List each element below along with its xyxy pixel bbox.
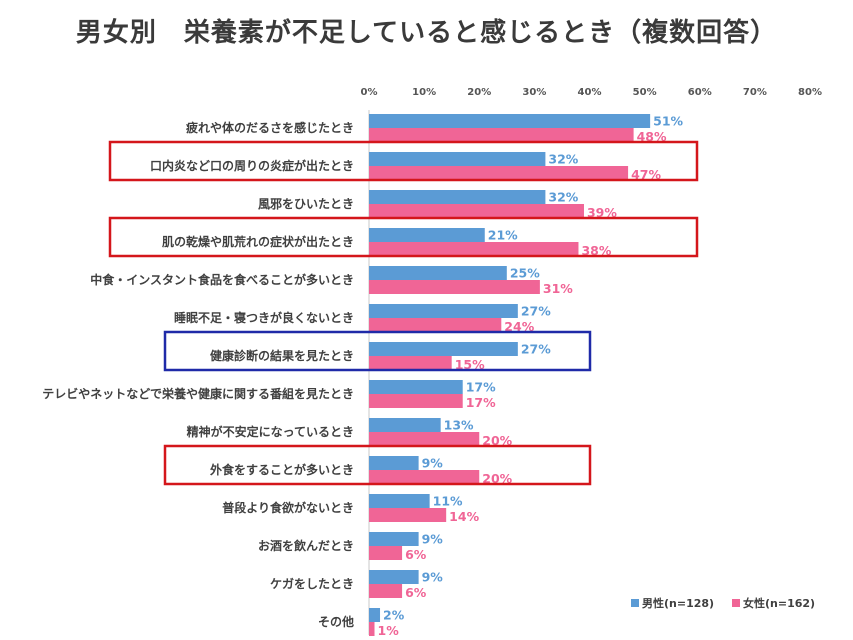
data-label-male: 11% <box>433 494 463 509</box>
data-label-female: 39% <box>587 205 617 220</box>
data-label-male: 51% <box>653 114 683 129</box>
bar-male <box>369 266 507 280</box>
data-label-male: 32% <box>548 152 578 167</box>
data-label-female: 14% <box>449 509 479 524</box>
highlight-box-red <box>163 444 592 486</box>
category-label: 疲れや体のだるさを感じたとき <box>186 120 354 135</box>
bar-female <box>369 546 403 560</box>
bar-female <box>369 470 480 484</box>
data-label-male: 27% <box>521 342 551 357</box>
data-label-male: 21% <box>488 228 518 243</box>
bar-female <box>369 622 375 636</box>
category-label: 睡眠不足・寝つきが良くないとき <box>174 310 354 325</box>
data-label-female: 15% <box>455 357 485 372</box>
x-tick-label: 10% <box>412 87 436 98</box>
data-label-female: 6% <box>405 547 427 562</box>
category-label: テレビやネットなどで栄養や健康に関する番組を見たとき <box>42 386 354 401</box>
data-label-male: 9% <box>422 456 444 471</box>
highlight-box-blue <box>163 330 592 372</box>
bar-female <box>369 432 480 446</box>
x-tick-label: 40% <box>578 87 602 98</box>
category-label: 精神が不安定になっているとき <box>187 424 354 439</box>
data-label-male: 2% <box>383 608 405 623</box>
bar-female <box>369 318 502 332</box>
data-label-male: 25% <box>510 266 540 281</box>
x-tick-label: 70% <box>743 87 767 98</box>
bar-female <box>369 204 584 218</box>
data-label-female: 31% <box>543 281 573 296</box>
category-label: その他 <box>318 614 354 629</box>
data-label-female: 17% <box>466 395 496 410</box>
bar-male <box>369 114 651 128</box>
bar-male <box>369 456 419 470</box>
bar-male <box>369 608 381 622</box>
bar-female <box>369 280 540 294</box>
legend-label-male: 男性(n=128) <box>642 596 714 610</box>
data-label-male: 9% <box>422 570 444 585</box>
bar-male <box>369 380 463 394</box>
chart-title: 男女別 栄養素が不足していると感じるとき（複数回答） <box>75 18 778 48</box>
data-label-male: 13% <box>444 418 474 433</box>
category-label: 口内炎など口の周りの炎症が出たとき <box>150 158 354 173</box>
category-label: 中食・インスタント食品を食べることが多いとき <box>90 272 354 287</box>
data-label-female: 47% <box>631 167 661 182</box>
bar-male <box>369 228 485 242</box>
data-label-female: 38% <box>581 243 611 258</box>
legend-swatch-female <box>732 599 740 607</box>
category-label: ケガをしたとき <box>270 576 354 591</box>
category-label: お酒を飲んだとき <box>258 538 354 553</box>
data-label-female: 20% <box>482 433 512 448</box>
category-label: 健康診断の結果を見たとき <box>210 348 354 363</box>
bar-male <box>369 494 430 508</box>
legend-swatch-male <box>631 599 639 607</box>
data-label-female: 48% <box>637 129 667 144</box>
x-tick-label: 60% <box>688 87 712 98</box>
highlight-box-red <box>108 216 699 258</box>
data-label-female: 20% <box>482 471 512 486</box>
bar-male <box>369 532 419 546</box>
bar-female <box>369 166 629 180</box>
bar-female <box>369 584 403 598</box>
category-label: 普段より食欲がないとき <box>222 500 354 515</box>
data-label-male: 32% <box>548 190 578 205</box>
category-label: 風邪をひいたとき <box>258 197 354 211</box>
bar-male <box>369 570 419 584</box>
x-tick-label: 0% <box>361 87 378 98</box>
bar-female <box>369 356 452 370</box>
bar-male <box>369 152 546 166</box>
x-tick-label: 20% <box>467 87 491 98</box>
bar-male <box>369 304 518 318</box>
data-label-female: 6% <box>405 585 427 600</box>
bar-male <box>369 418 441 432</box>
bar-male <box>369 342 518 356</box>
bar-female <box>369 394 463 408</box>
bar-female <box>369 242 579 256</box>
bar-male <box>369 190 546 204</box>
x-tick-label: 50% <box>633 87 657 98</box>
x-tick-label: 30% <box>522 87 546 98</box>
x-tick-label: 80% <box>798 87 822 98</box>
bar-female <box>369 128 634 142</box>
category-label: 肌の乾燥や肌荒れの症状が出たとき <box>161 234 354 249</box>
data-label-female: 1% <box>378 623 400 638</box>
bar-female <box>369 508 447 522</box>
category-label: 外食をすることが多いとき <box>210 462 354 477</box>
data-label-female: 24% <box>504 319 534 334</box>
data-label-male: 9% <box>422 532 444 547</box>
highlight-box-red <box>108 140 699 182</box>
data-label-male: 17% <box>466 380 496 395</box>
legend-label-female: 女性(n=162) <box>743 596 815 610</box>
data-label-male: 27% <box>521 304 551 319</box>
